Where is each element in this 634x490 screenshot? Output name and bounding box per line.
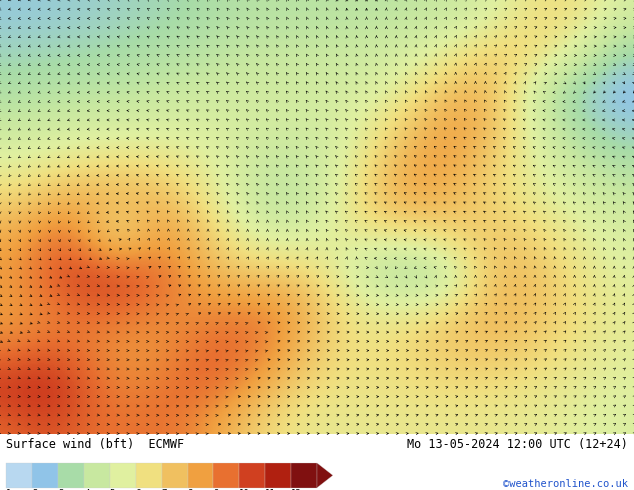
Bar: [188, 463, 214, 488]
Text: Mo 13-05-2024 12:00 UTC (12+24): Mo 13-05-2024 12:00 UTC (12+24): [407, 438, 628, 451]
Bar: [84, 463, 110, 488]
Polygon shape: [317, 463, 333, 488]
Bar: [6, 463, 32, 488]
Text: Surface wind (bft)  ECMWF: Surface wind (bft) ECMWF: [6, 438, 184, 451]
Bar: [240, 463, 265, 488]
Bar: [214, 463, 239, 488]
Bar: [265, 463, 291, 488]
Bar: [58, 463, 84, 488]
Text: ©weatheronline.co.uk: ©weatheronline.co.uk: [503, 479, 628, 489]
Bar: [136, 463, 162, 488]
Bar: [291, 463, 317, 488]
Bar: [110, 463, 136, 488]
Bar: [162, 463, 188, 488]
Bar: [32, 463, 58, 488]
